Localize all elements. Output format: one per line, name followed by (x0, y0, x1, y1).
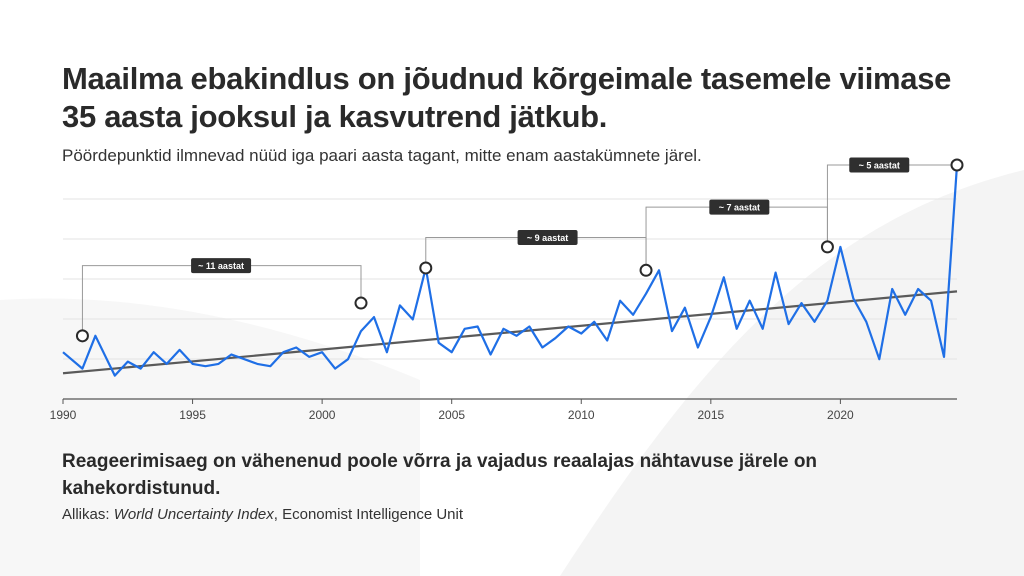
interval-label-box (191, 258, 252, 274)
page-title: Maailma ebakindlus on jõudnud kõrgeimale… (62, 61, 952, 134)
peak-markers (75, 158, 964, 343)
x-axis: 1990 1995 2000 2005 2010 2015 2020 (50, 398, 957, 422)
interval-label-text: ~ 5 aastat (859, 161, 900, 171)
peak-marker (950, 158, 964, 172)
x-tick-label: 1990 (50, 408, 77, 422)
x-tick-label: 1995 (179, 408, 206, 422)
series-line (62, 164, 959, 377)
grid-lines (63, 198, 957, 360)
interval-label-text: ~ 11 aastat (198, 261, 244, 271)
page-subtitle: Pöördepunktid ilmnevad nüüd iga paari aa… (62, 146, 702, 165)
peak-marker (639, 263, 653, 277)
source-title: World Uncertainty Index (113, 506, 274, 523)
x-tick-label: 2005 (438, 408, 465, 422)
interval-label-text: ~ 9 aastat (527, 233, 568, 243)
interval-label-box (709, 199, 770, 215)
interval-labels: ~ 11 aastat ~ 9 aastat ~ 7 aastat ~ 5 aasta… (191, 157, 910, 274)
x-tick-label: 2000 (309, 408, 336, 422)
source-line: Allikas: World Uncertainty Index, Econom… (62, 506, 922, 523)
peak-marker (820, 240, 834, 254)
interval-label-text: ~ 7 aastat (719, 203, 760, 213)
interval-label-box (517, 230, 578, 246)
interval-label-box (849, 157, 910, 173)
peak-marker (354, 296, 368, 310)
footnote: Reageerimisaeg on vähenenud poole võrra … (62, 451, 818, 499)
source-suffix: , Economist Intelligence Unit (273, 506, 464, 523)
x-tick-label: 2010 (568, 408, 595, 422)
interval-bracket (81, 265, 362, 330)
source-prefix: Allikas: (62, 506, 114, 523)
peak-marker (419, 261, 433, 275)
x-tick-label: 2015 (697, 408, 724, 422)
interval-bracket (645, 206, 828, 265)
peak-marker (75, 329, 89, 343)
x-tick-label: 2020 (827, 408, 854, 422)
